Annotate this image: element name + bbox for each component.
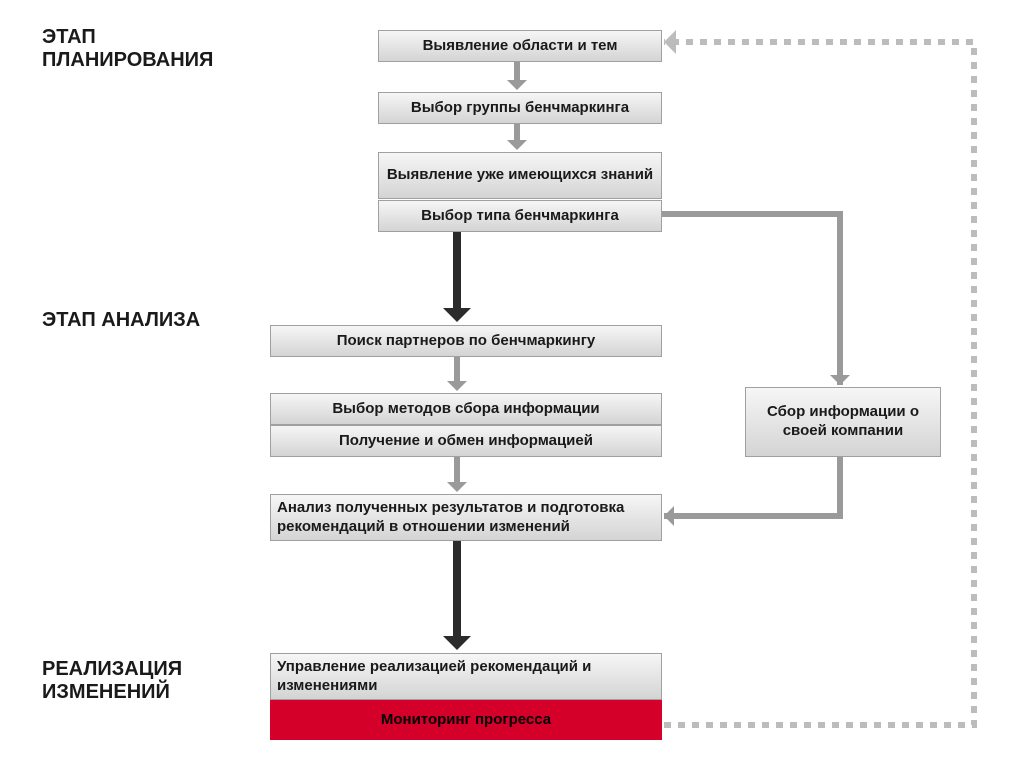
stage-label-analysis: ЭТАП АНАЛИЗА (42, 309, 200, 332)
node-select-type: Выбор типа бенчмаркинга (378, 200, 662, 232)
node-select-group: Выбор группы бенчмаркинга (378, 92, 662, 124)
node-identify-knowledge: Выявление уже имеющихся знаний (378, 152, 662, 199)
node-analyze-results: Анализ полученных результатов и подготов… (270, 494, 662, 541)
node-find-partners: Поиск партнеров по бенчмаркингу (270, 325, 662, 357)
stage-label-changes: РЕАЛИЗАЦИЯИЗМЕНЕНИЙ (42, 658, 182, 704)
stage-label-planning: ЭТАППЛАНИРОВАНИЯ (42, 26, 213, 72)
node-manage-implementation: Управление реализацией рекомендаций и из… (270, 653, 662, 700)
node-select-methods: Выбор методов сбора информации (270, 393, 662, 425)
node-collect-company-info: Сбор информации о своей компании (745, 387, 941, 457)
node-monitor-progress: Мониторинг прогресса (270, 700, 662, 740)
node-exchange-info: Получение и обмен информацией (270, 425, 662, 457)
node-identify-area: Выявление области и тем (378, 30, 662, 62)
